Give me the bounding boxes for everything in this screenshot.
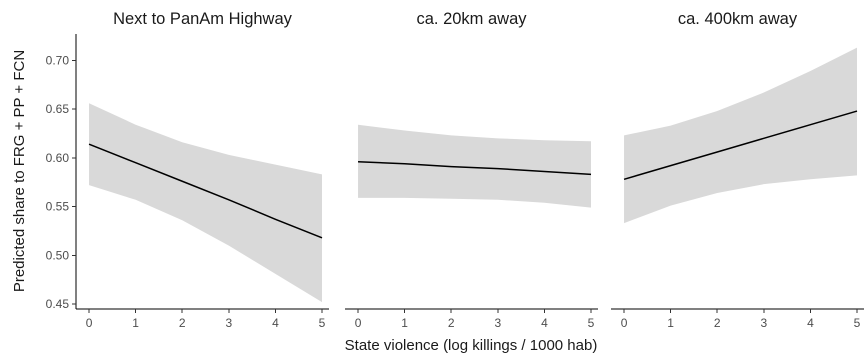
x-tick-label: 3: [494, 316, 501, 330]
panel-title: ca. 20km away: [416, 10, 527, 28]
fit-line: [623, 110, 858, 181]
y-axis: 0.45 0.50 0.55 0.60 0.65 0.70: [46, 34, 77, 311]
y-tick-label: 0.70: [46, 53, 70, 67]
panel: 0 1 2 3 4 5 Next to PanAm Highway: [76, 10, 329, 330]
x-tick-label: 1: [667, 316, 674, 330]
x-tick-label: 3: [760, 316, 767, 330]
x-tick-label: 5: [319, 316, 326, 330]
fit-line: [88, 143, 323, 239]
x-tick-label: 3: [225, 316, 232, 330]
x-tick-label: 2: [714, 316, 721, 330]
x-tick-label: 1: [132, 316, 139, 330]
x-tick-label: 4: [807, 316, 814, 330]
x-tick-label: 0: [86, 316, 93, 330]
x-tick-label: 1: [401, 316, 408, 330]
y-tick-label: 0.50: [46, 248, 70, 262]
confidence-band: [358, 124, 592, 208]
x-tick-label: 5: [588, 316, 595, 330]
y-tick-label: 0.65: [46, 102, 70, 116]
confidence-band: [624, 47, 858, 224]
y-tick-label: 0.45: [46, 297, 70, 311]
x-tick-label: 4: [541, 316, 548, 330]
x-tick-label: 5: [854, 316, 861, 330]
x-axis-title: State violence (log killings / 1000 hab): [345, 337, 598, 354]
fit-line: [358, 161, 592, 176]
y-tick-label: 0.55: [46, 200, 70, 214]
panel: 0 1 2 3 4 5 ca. 20km away: [345, 10, 598, 330]
x-tick-label: 4: [272, 316, 279, 330]
y-tick-label: 0.60: [46, 151, 70, 165]
panels-layer: 0 1 2 3 4 5 Next to PanAm Highway 0 1 2 3 4 5 ca. 20k…: [76, 10, 864, 330]
x-tick-label: 2: [448, 316, 455, 330]
x-tick-label: 0: [621, 316, 628, 330]
y-axis-title: Predicted share to FRG + PP + FCN: [11, 50, 28, 292]
x-tick-label: 2: [179, 316, 186, 330]
panel-title: Next to PanAm Highway: [113, 10, 293, 28]
panel-title: ca. 400km away: [678, 10, 798, 28]
panel: 0 1 2 3 4 5 ca. 400km away: [611, 10, 864, 330]
x-tick-label: 0: [355, 316, 362, 330]
confidence-band: [89, 103, 323, 303]
